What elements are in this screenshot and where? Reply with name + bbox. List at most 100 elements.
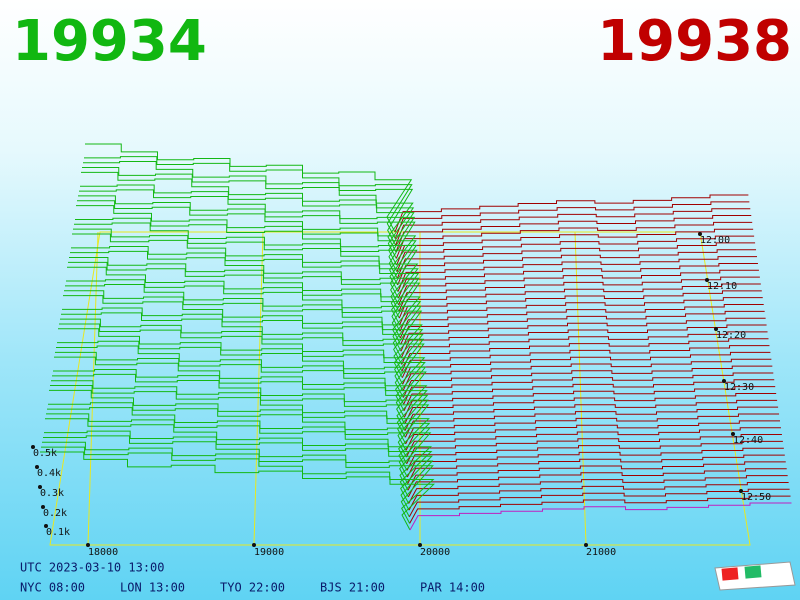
city-time: NYC 08:00 [20, 581, 85, 595]
bid-line [53, 369, 429, 445]
ask-line [406, 440, 783, 471]
bid-line [46, 413, 433, 491]
ask-line [401, 345, 770, 378]
bid-line [78, 195, 416, 279]
bid-line [75, 217, 418, 299]
ask-line [405, 427, 781, 458]
ask-line [409, 502, 792, 531]
depth-tick [35, 465, 39, 469]
floor-line [574, 231, 587, 546]
ask-line [405, 413, 780, 445]
price-label: 18000 [88, 547, 118, 558]
price-tick [252, 543, 256, 547]
depth-label: 0.5k [33, 448, 57, 459]
bid-line [76, 205, 417, 292]
ask-line [406, 447, 784, 478]
ask-line [401, 338, 769, 372]
bid-line [69, 257, 421, 339]
bid-line [42, 441, 434, 517]
bid-line [66, 279, 422, 359]
ask-line [409, 495, 791, 524]
bid-line [43, 435, 434, 511]
depth-label: 0.4k [37, 468, 61, 479]
ask-line [398, 269, 759, 306]
bid-line [57, 340, 427, 418]
bid-line [56, 345, 427, 425]
bid-line [40, 451, 435, 531]
price-label: 20000 [420, 547, 450, 558]
bid-line [48, 402, 431, 478]
floor-line [253, 231, 264, 546]
time-tick [714, 327, 718, 331]
time-tick [739, 489, 743, 493]
depth-lines [40, 143, 792, 531]
ask-line [403, 372, 774, 405]
ask-line [397, 256, 757, 292]
time-label: 12:20 [716, 330, 746, 341]
ask-line [399, 297, 763, 332]
bid-line [83, 161, 414, 246]
time-label: 12:10 [707, 281, 737, 292]
ask-line [400, 317, 766, 352]
ask-line [407, 461, 786, 491]
ask-line [408, 475, 788, 504]
ask-line [400, 324, 767, 359]
floor-frame [49, 231, 751, 546]
ask-line [395, 215, 752, 253]
floor-grid [49, 231, 751, 546]
bid-line [44, 430, 433, 504]
ask-line [405, 420, 780, 451]
bid-line [79, 189, 416, 272]
ask-line [407, 468, 787, 498]
ask-line [395, 221, 753, 259]
bid-line [58, 328, 426, 412]
depth-tick [38, 485, 42, 489]
ask-line [404, 406, 779, 438]
city-time: TYO 22:00 [220, 581, 285, 595]
ask-line [401, 331, 768, 365]
bid-line [71, 246, 420, 325]
labels: 18000 19000 20000 21000 0.5k 0.4k 0.3k 0.2k 0.1k… [31, 232, 771, 558]
glasses-icon [714, 561, 796, 591]
bid-line [60, 318, 425, 398]
bid-price: 19934 [12, 9, 207, 74]
time-tick [731, 432, 735, 436]
bid-line [70, 250, 420, 332]
ask-line [402, 351, 771, 385]
ask-line [403, 386, 776, 418]
bid-line [55, 351, 428, 431]
time-tick [722, 379, 726, 383]
depth-tick [31, 445, 35, 449]
time-label: 12:00 [700, 235, 730, 246]
time-label: 12:30 [724, 382, 754, 393]
ask-line [402, 358, 772, 392]
depth-tick [44, 524, 48, 528]
ask-line [408, 481, 789, 511]
bid-line [49, 389, 431, 471]
bid-line [65, 284, 423, 365]
ask-line [400, 310, 765, 345]
bid-line [45, 418, 433, 498]
ask-line [396, 228, 754, 266]
price-tick [418, 543, 422, 547]
ask-line [406, 434, 782, 465]
ask-line [394, 201, 750, 239]
price-tick [584, 543, 588, 547]
bid-line [67, 266, 422, 352]
utc-time: UTC 2023-03-10 13:00 [20, 561, 165, 575]
bid-line [61, 312, 425, 392]
bid-line [47, 407, 432, 484]
ask-line [396, 242, 756, 279]
ask-line [395, 208, 751, 246]
price-tick [86, 543, 90, 547]
ask-line [399, 304, 764, 339]
ask-price: 19938 [597, 9, 792, 74]
bid-line [85, 143, 413, 233]
bid-line [52, 373, 429, 451]
city-time: PAR 14:00 [420, 581, 485, 595]
depth-label: 0.1k [46, 527, 70, 538]
depth-label: 0.2k [43, 508, 67, 519]
ask-line [399, 290, 762, 325]
ask-line [394, 194, 749, 233]
